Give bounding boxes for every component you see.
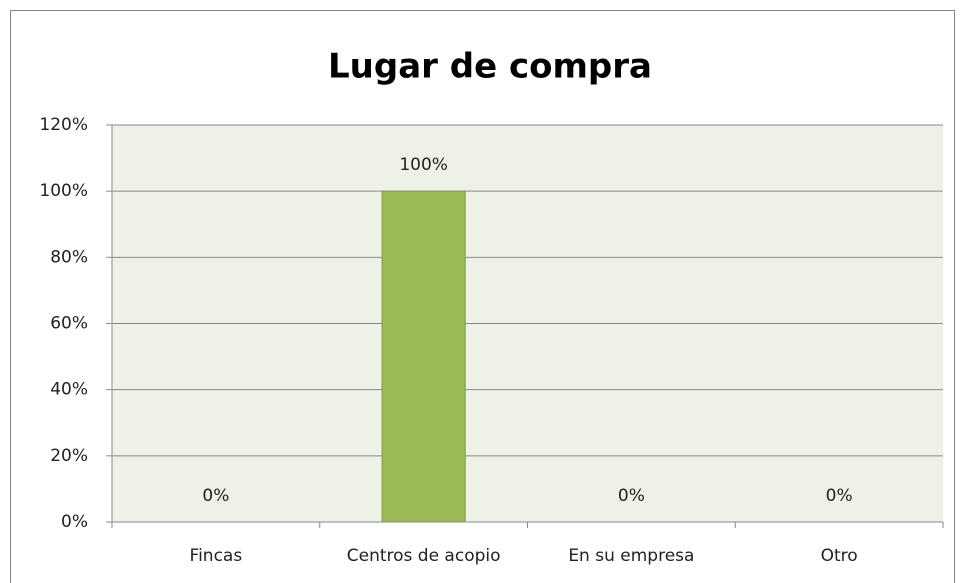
x-tick-label: Centros de acopio bbox=[347, 546, 501, 566]
y-tick-label: 0% bbox=[61, 512, 88, 532]
x-tick-label: Fincas bbox=[190, 546, 243, 566]
y-tick-label: 100% bbox=[39, 181, 88, 201]
x-tick-label: En su empresa bbox=[568, 546, 694, 566]
chart-title: Lugar de compra bbox=[328, 47, 652, 87]
y-tick-label: 60% bbox=[50, 314, 88, 334]
y-tick-label: 80% bbox=[50, 247, 88, 267]
y-tick-label: 20% bbox=[50, 446, 88, 466]
data-label: 0% bbox=[826, 486, 853, 506]
bar bbox=[381, 190, 466, 523]
data-label: 0% bbox=[618, 486, 645, 506]
data-label: 0% bbox=[202, 486, 229, 506]
x-tick-label: Otro bbox=[821, 546, 858, 566]
y-tick-label: 40% bbox=[50, 380, 88, 400]
data-label: 100% bbox=[399, 155, 448, 175]
y-tick-label: 120% bbox=[39, 115, 88, 135]
